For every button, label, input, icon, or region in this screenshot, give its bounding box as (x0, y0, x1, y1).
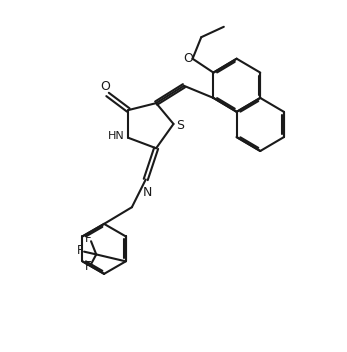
Text: O: O (184, 51, 193, 64)
Text: S: S (176, 119, 184, 132)
Text: F: F (85, 260, 92, 273)
Text: HN: HN (108, 131, 125, 141)
Text: F: F (85, 232, 92, 245)
Text: F: F (77, 244, 84, 257)
Text: O: O (100, 80, 110, 93)
Text: N: N (143, 186, 152, 199)
